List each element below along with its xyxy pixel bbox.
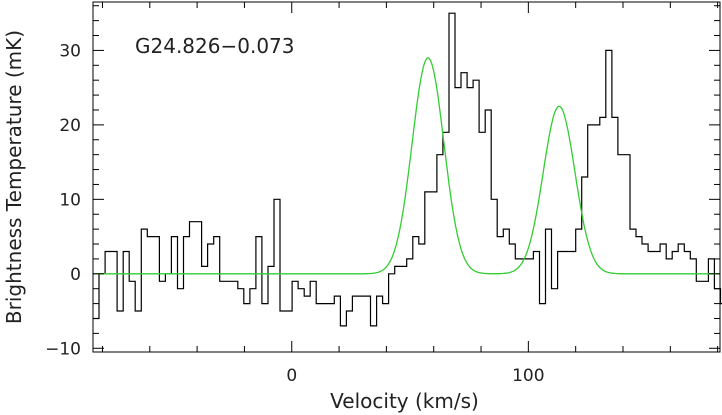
y-tick-label: 0: [70, 265, 81, 285]
x-tick-label: 100: [512, 366, 544, 386]
spectrum-histogram-line: [93, 12, 722, 327]
axis-ticks: 0 100 −10 0 10 20 30: [45, 2, 720, 386]
x-tick-label: 0: [286, 366, 297, 386]
plot-marks: [93, 12, 722, 327]
plot-frame: [92, 1, 721, 353]
y-tick-label: 10: [59, 190, 81, 210]
y-tick-label: −10: [45, 339, 81, 359]
y-tick-label: 20: [59, 116, 81, 136]
gaussian-fit-line: [93, 57, 720, 275]
y-axis-label: Brightness Temperature (mK): [2, 30, 26, 324]
source-name-label: G24.826−0.073: [135, 34, 295, 58]
y-tick-label: 30: [59, 41, 81, 61]
x-axis-label: Velocity (km/s): [330, 389, 479, 413]
